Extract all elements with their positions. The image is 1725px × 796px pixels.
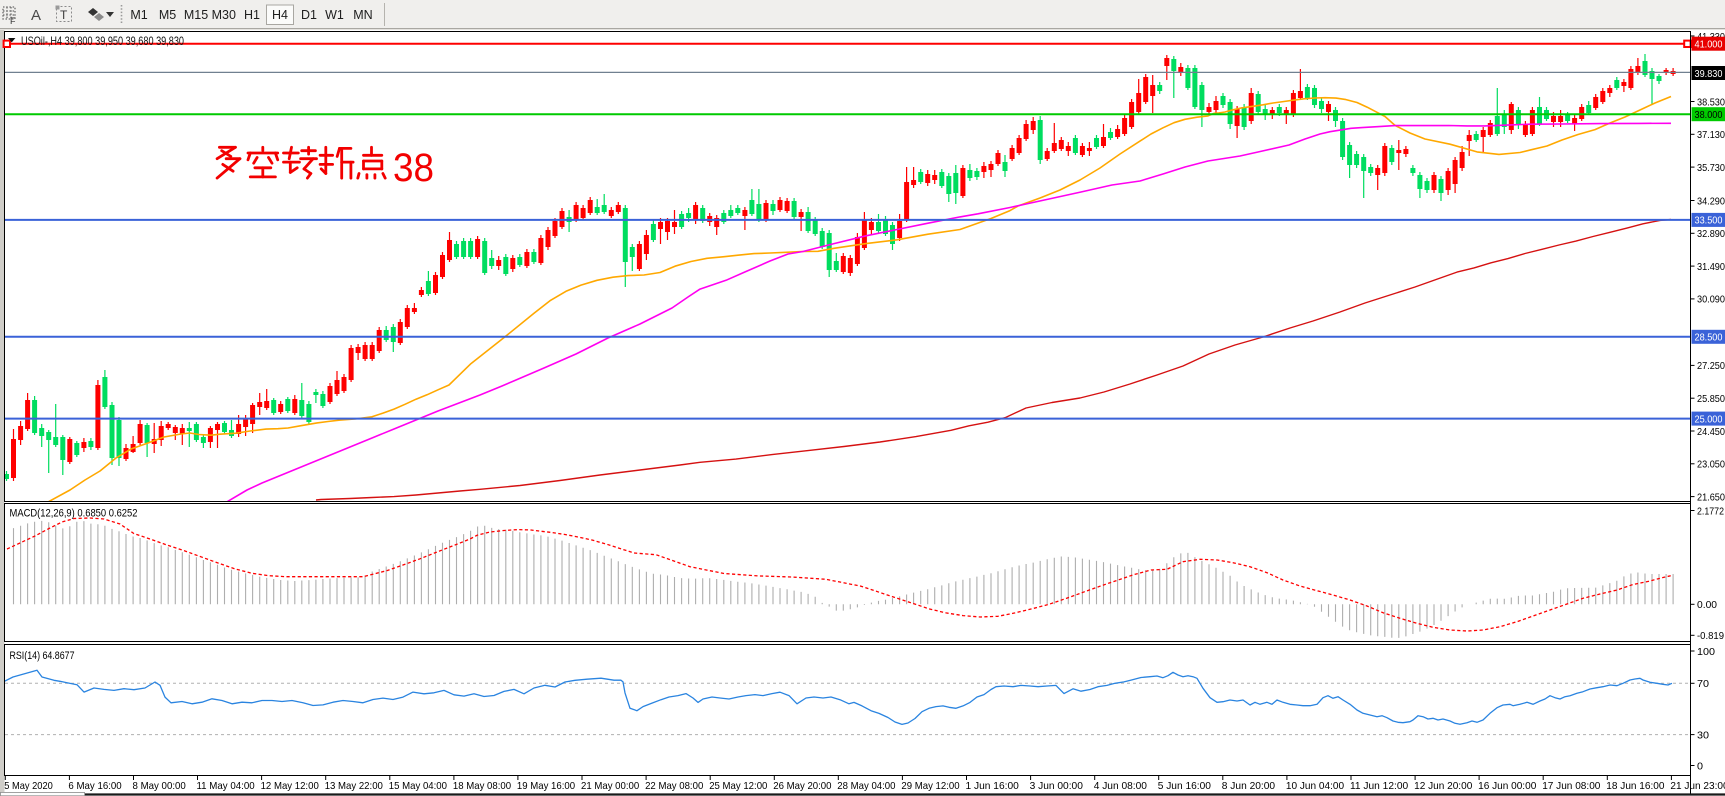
svg-text:15 May 04:00: 15 May 04:00 [389,780,447,792]
svg-text:17 Jun 08:00: 17 Jun 08:00 [1542,780,1600,792]
svg-text:T: T [60,8,68,22]
svg-text:11 May 04:00: 11 May 04:00 [197,780,255,792]
svg-text:25 May 12:00: 25 May 12:00 [709,780,767,792]
svg-text:34.290: 34.290 [1697,195,1725,207]
svg-text:30.090: 30.090 [1697,294,1725,306]
svg-text:22 May 08:00: 22 May 08:00 [645,780,703,792]
svg-text:11 Jun 12:00: 11 Jun 12:00 [1350,780,1408,792]
svg-text:MACD(12,26,9) 0.6850 0.6252: MACD(12,26,9) 0.6850 0.6252 [10,508,138,520]
svg-text:1 Jun 16:00: 1 Jun 16:00 [966,780,1019,792]
svg-text:32.890: 32.890 [1697,228,1725,240]
svg-text:18 Jun 16:00: 18 Jun 16:00 [1606,780,1664,792]
svg-text:37.130: 37.130 [1697,129,1725,141]
svg-text:39.830: 39.830 [1695,68,1723,80]
svg-text:6 May 16:00: 6 May 16:00 [68,780,121,792]
svg-text:23.050: 23.050 [1697,459,1725,471]
svg-text:5 Jun 16:00: 5 Jun 16:00 [1158,780,1211,792]
svg-text:-0.819: -0.819 [1697,630,1724,642]
svg-text:3 Jun 00:00: 3 Jun 00:00 [1030,780,1083,792]
svg-text:26 May 20:00: 26 May 20:00 [773,780,831,792]
svg-text:13 May 22:00: 13 May 22:00 [325,780,383,792]
svg-text:41.000: 41.000 [1695,39,1723,51]
svg-text:100: 100 [1697,646,1715,658]
svg-text:18 May 08:00: 18 May 08:00 [453,780,511,792]
svg-text:RSI(14) 64.8677: RSI(14) 64.8677 [10,650,75,662]
svg-text:28.500: 28.500 [1695,332,1723,344]
svg-text:MN: MN [353,8,372,22]
svg-text:H4: H4 [272,8,288,22]
svg-text:8 May 00:00: 8 May 00:00 [133,780,186,792]
svg-text:38: 38 [393,146,434,190]
svg-text:19 May 16:00: 19 May 16:00 [517,780,575,792]
svg-text:M5: M5 [159,8,176,22]
svg-text:D1: D1 [301,8,317,22]
svg-text:27.250: 27.250 [1697,360,1725,372]
svg-text:M1: M1 [130,8,147,22]
svg-text:21.650: 21.650 [1697,491,1725,503]
svg-text:H1: H1 [244,8,260,22]
svg-text:21 May 00:00: 21 May 00:00 [581,780,639,792]
svg-text:USOil-,H4 39,800 39,950 39,68: USOil-,H4 39,800 39,950 39,680 39,830 [21,34,184,48]
svg-text:31.490: 31.490 [1697,261,1725,273]
svg-text:M15: M15 [184,8,208,22]
svg-text:M30: M30 [212,8,236,22]
svg-text:21 Jun 23:00: 21 Jun 23:00 [1670,780,1725,792]
svg-text:W1: W1 [325,8,344,22]
svg-text:0: 0 [1697,760,1703,772]
svg-text:2.1772: 2.1772 [1697,505,1724,517]
svg-text:A: A [31,7,41,24]
svg-text:8 Jun 20:00: 8 Jun 20:00 [1222,780,1275,792]
svg-text:29 May 12:00: 29 May 12:00 [901,780,959,792]
svg-text:30: 30 [1697,729,1709,741]
svg-text:F: F [10,16,16,26]
svg-text:12 Jun 20:00: 12 Jun 20:00 [1414,780,1472,792]
svg-text:16 Jun 00:00: 16 Jun 00:00 [1478,780,1536,792]
svg-text:5 May 2020: 5 May 2020 [4,780,53,792]
svg-text:10 Jun 04:00: 10 Jun 04:00 [1286,780,1344,792]
svg-text:28 May 04:00: 28 May 04:00 [837,780,895,792]
svg-text:25.000: 25.000 [1695,413,1723,425]
svg-text:38.530: 38.530 [1697,96,1725,108]
svg-text:35.730: 35.730 [1697,162,1725,174]
svg-text:70: 70 [1697,678,1709,690]
svg-text:0.00: 0.00 [1697,599,1717,611]
svg-text:12 May 12:00: 12 May 12:00 [261,780,319,792]
svg-text:24.450: 24.450 [1697,426,1725,438]
svg-text:25.850: 25.850 [1697,393,1725,405]
svg-text:38.000: 38.000 [1695,109,1723,121]
svg-text:33.500: 33.500 [1695,215,1723,227]
svg-text:4 Jun 08:00: 4 Jun 08:00 [1094,780,1147,792]
